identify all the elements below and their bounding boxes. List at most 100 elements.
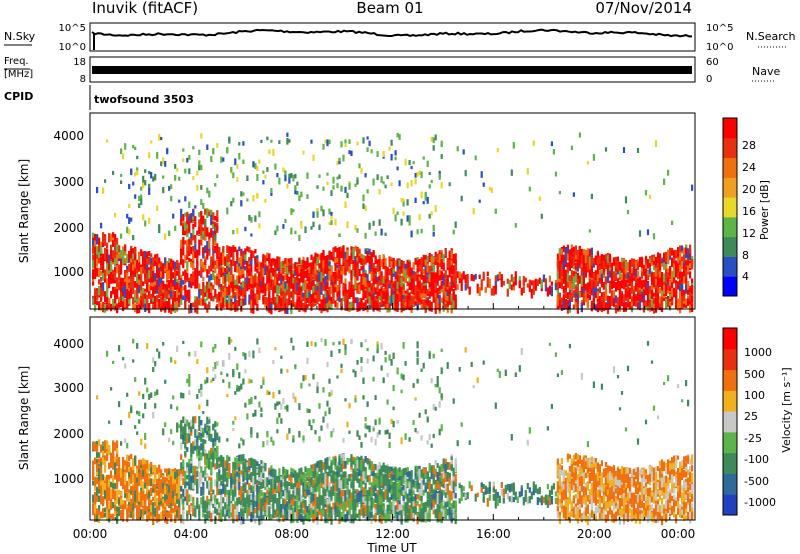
range-cell — [669, 266, 672, 276]
range-cell — [478, 287, 481, 296]
range-cell — [118, 301, 121, 308]
range-cell — [642, 296, 646, 302]
range-cell — [188, 277, 191, 283]
range-cell — [196, 184, 199, 191]
range-cell — [186, 224, 189, 229]
range-cell — [566, 278, 569, 288]
range-cell — [378, 219, 381, 226]
range-cell — [600, 274, 603, 279]
range-cell — [683, 295, 686, 300]
range-cell — [386, 277, 389, 282]
range-cell — [618, 302, 622, 309]
range-cell — [258, 211, 261, 218]
range-cell — [340, 277, 343, 284]
range-cell — [330, 211, 333, 216]
range-cell — [616, 278, 620, 286]
range-cell — [280, 301, 283, 311]
range-cell — [252, 297, 255, 304]
range-cell — [258, 223, 261, 229]
range-cell — [426, 256, 429, 263]
range-cell — [580, 248, 583, 256]
range-cell — [354, 256, 357, 262]
range-cell — [290, 173, 293, 179]
range-cell — [432, 287, 435, 292]
range-cell — [278, 266, 281, 276]
range-cell — [130, 407, 133, 414]
range-cell — [228, 274, 231, 282]
range-cell — [228, 252, 231, 263]
range-cell — [116, 304, 119, 312]
range-cell — [142, 494, 145, 501]
range-cell — [132, 485, 135, 494]
range-cell — [258, 284, 261, 294]
range-cell — [136, 468, 139, 478]
range-cell — [606, 265, 610, 272]
range-cell — [148, 183, 151, 190]
range-cell — [508, 281, 511, 289]
range-cell — [176, 302, 179, 312]
range-cell — [378, 279, 381, 286]
range-cell — [100, 290, 103, 298]
range-cell — [152, 265, 155, 272]
range-cell — [564, 281, 567, 291]
range-cell — [448, 267, 451, 273]
range-cell — [96, 395, 99, 400]
range-cell — [150, 268, 153, 277]
range-cell — [394, 214, 397, 222]
range-cell — [300, 275, 303, 283]
range-cell — [126, 281, 129, 290]
range-cell — [158, 224, 161, 231]
range-cell — [104, 490, 107, 499]
range-cell — [558, 261, 561, 270]
range-cell — [677, 271, 680, 280]
range-cell — [300, 191, 303, 198]
range-cell — [134, 146, 137, 151]
range-cell — [284, 296, 287, 304]
range-cell — [677, 298, 680, 304]
power-cbar-tick-24: 24 — [742, 161, 756, 174]
range-cell — [92, 245, 95, 254]
range-cell — [210, 209, 213, 218]
range-cell — [236, 227, 239, 234]
range-cell — [250, 233, 253, 237]
range-cell — [164, 233, 167, 240]
range-cell — [364, 232, 367, 239]
range-cell — [204, 226, 207, 237]
range-cell — [408, 292, 411, 301]
range-cell — [358, 302, 361, 312]
range-cell — [669, 280, 672, 286]
range-cell — [568, 254, 571, 262]
range-cell — [594, 304, 597, 311]
range-cell — [274, 271, 277, 277]
range-cell — [683, 303, 686, 308]
range-cell — [460, 273, 463, 279]
range-cell — [556, 270, 559, 280]
range-cell — [98, 267, 101, 278]
range-cell — [442, 262, 445, 271]
range-cell — [340, 300, 343, 307]
range-cell — [310, 294, 313, 302]
range-cell — [679, 251, 682, 261]
range-cell — [318, 174, 321, 178]
range-cell — [648, 268, 652, 275]
range-cell — [346, 299, 349, 308]
range-cell — [154, 261, 157, 266]
range-cell — [168, 289, 171, 295]
range-cell — [412, 288, 415, 298]
range-cell — [108, 487, 111, 493]
range-cell — [98, 481, 101, 490]
range-cell — [136, 493, 139, 504]
range-cell — [188, 243, 191, 251]
range-cell — [434, 260, 437, 266]
range-cell — [558, 295, 561, 305]
range-cell — [112, 360, 115, 364]
range-cell — [118, 345, 121, 352]
range-cell — [526, 283, 529, 288]
range-cell — [566, 244, 569, 251]
range-cell — [240, 191, 243, 197]
range-cell — [220, 291, 223, 298]
range-cell — [566, 300, 569, 310]
range-cell — [562, 286, 565, 292]
range-cell — [134, 248, 137, 255]
range-cell — [412, 264, 415, 270]
